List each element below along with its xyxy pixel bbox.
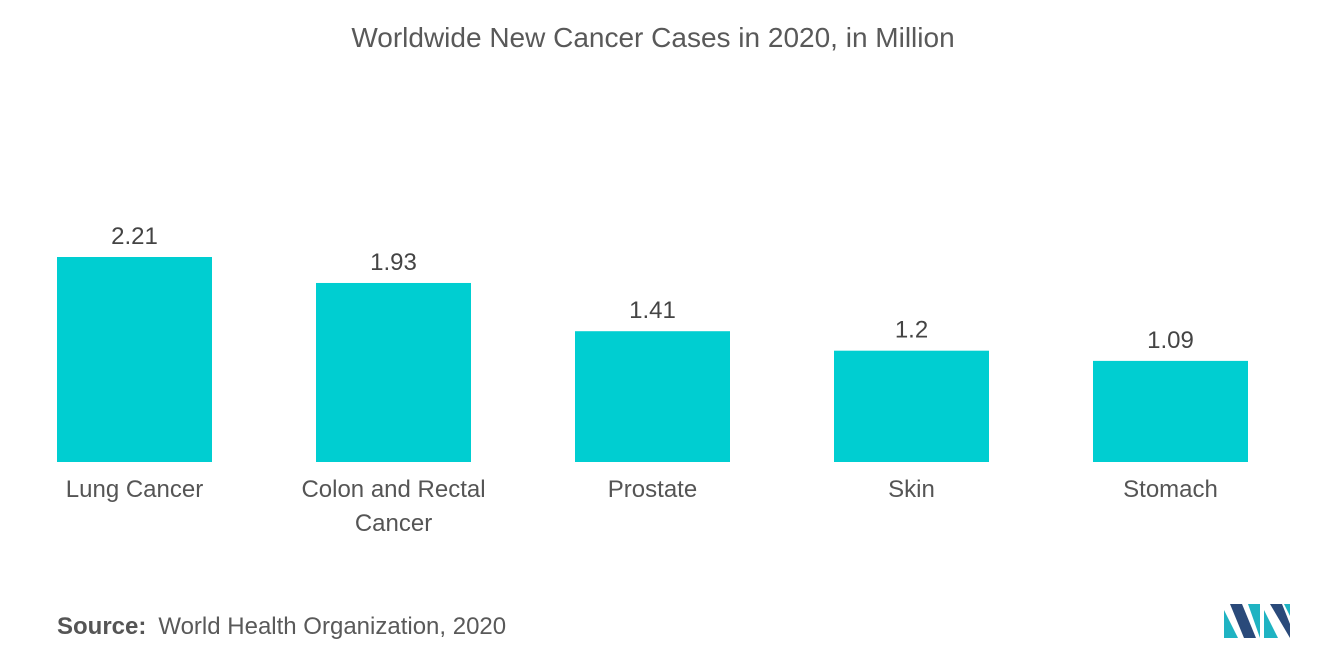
category-label: Colon and Rectal — [301, 476, 485, 503]
category-label: Cancer — [355, 510, 432, 537]
bar-prostate — [575, 331, 730, 462]
value-label: 1.09 — [1147, 327, 1194, 354]
value-label: 1.41 — [629, 297, 676, 324]
bar-skin — [834, 350, 989, 462]
source-text: World Health Organization, 2020 — [158, 613, 507, 640]
bar-stomach — [1093, 360, 1248, 462]
category-label: Stomach — [1123, 476, 1218, 503]
value-label: 1.93 — [370, 249, 417, 276]
mordor-intelligence-logo-icon — [1224, 604, 1290, 638]
chart-title: Worldwide New Cancer Cases in 2020, in M… — [351, 22, 955, 53]
category-label: Skin — [888, 476, 935, 503]
source-note: Source: World Health Organization, 2020 — [57, 613, 506, 641]
bar-chart: 2.21 Lung Cancer 1.93 Colon and Rectal Cance… — [57, 223, 1248, 537]
source-label: Source: — [57, 613, 147, 640]
bar-lung-cancer — [57, 257, 212, 462]
category-label: Prostate — [608, 476, 697, 503]
value-label: 2.21 — [111, 223, 158, 250]
bar-colon-and-rectal-cancer — [316, 282, 471, 462]
category-label: Lung Cancer — [66, 476, 203, 503]
value-label: 1.2 — [895, 317, 928, 344]
